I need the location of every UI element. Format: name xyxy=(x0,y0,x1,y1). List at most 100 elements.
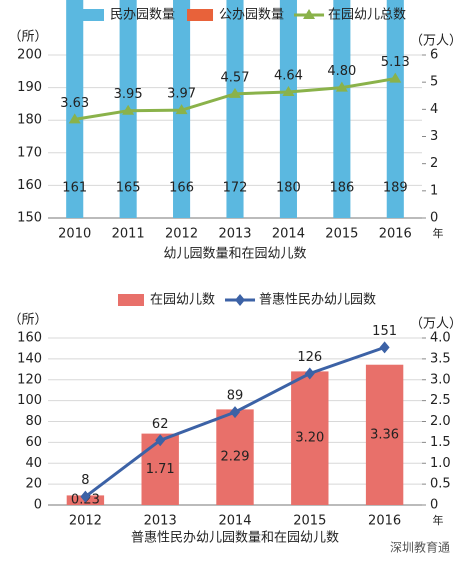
data-label: 3.97 xyxy=(167,87,196,102)
y2-tick-label: 2.5 xyxy=(430,393,451,408)
x-unit: 年 xyxy=(433,226,444,240)
x-tick-label: 2012 xyxy=(165,227,198,242)
x-tick-label: 2015 xyxy=(325,227,358,242)
y-tick-label: 170 xyxy=(17,145,42,160)
bar xyxy=(279,0,297,218)
legend-swatch xyxy=(78,9,104,21)
y-tick-label: 0 xyxy=(34,498,42,513)
data-label: 151 xyxy=(372,324,397,339)
y2-tick-label: 1 xyxy=(430,183,438,198)
y2-tick-label: 4 xyxy=(430,102,438,117)
x-tick-label: 2012 xyxy=(69,514,102,529)
bar xyxy=(333,0,351,218)
data-label: 4.64 xyxy=(274,68,303,83)
y2-tick-label: 3 xyxy=(430,129,438,144)
data-label: 3.95 xyxy=(114,87,143,102)
y-tick-label: 140 xyxy=(17,351,42,366)
legend-marker xyxy=(303,9,316,19)
marker xyxy=(230,406,240,419)
legend-label: 公办园数量 xyxy=(219,8,284,23)
bar xyxy=(386,0,404,218)
legend-label: 在园幼儿数 xyxy=(150,293,215,308)
y-axis-label: （所） xyxy=(8,313,47,328)
marker xyxy=(155,434,166,447)
x-tick-label: 2014 xyxy=(272,227,305,242)
marker xyxy=(175,104,188,115)
bar xyxy=(365,364,404,505)
y2-tick-label: 5 xyxy=(430,75,438,90)
x-tick-label: 2013 xyxy=(218,227,251,242)
data-label: 161 xyxy=(62,181,87,196)
marker xyxy=(68,113,81,124)
data-label: 4.80 xyxy=(327,64,356,79)
data-label: 166 xyxy=(169,181,194,196)
y2-tick-label: 1.0 xyxy=(430,456,451,471)
data-label: 4.57 xyxy=(221,70,250,85)
y-tick-label: 40 xyxy=(25,456,42,471)
y-tick-label: 120 xyxy=(17,372,42,387)
data-label: 189 xyxy=(383,181,408,196)
y2-tick-label: 1.5 xyxy=(430,435,451,450)
x-tick-label: 2015 xyxy=(293,514,326,529)
y-tick-label: 160 xyxy=(17,178,42,193)
marker xyxy=(335,81,348,92)
y2-tick-label: 2 xyxy=(430,156,438,171)
legend-label: 民办园数量 xyxy=(110,8,175,23)
bar xyxy=(66,0,84,218)
data-label: 126 xyxy=(297,350,322,365)
data-label: 2.29 xyxy=(221,450,250,465)
marker xyxy=(304,367,315,380)
data-label: 165 xyxy=(116,181,141,196)
data-label: 8 xyxy=(81,473,89,488)
x-tick-label: 2016 xyxy=(368,514,401,529)
y2-tick-label: 3.0 xyxy=(430,372,451,387)
y-tick-label: 80 xyxy=(25,414,42,429)
x-tick-label: 2013 xyxy=(144,514,177,529)
y2-tick-label: 6 xyxy=(430,48,438,63)
legend-label: 在园幼儿总数 xyxy=(328,8,406,23)
x-unit: 年 xyxy=(433,513,444,527)
y2-axis-label: （万人） xyxy=(410,34,462,49)
chart-title: 幼儿园数量和在园幼儿数 xyxy=(163,247,306,262)
y-tick-label: 190 xyxy=(17,80,42,95)
y2-tick-label: 2.0 xyxy=(430,414,451,429)
marker xyxy=(379,341,390,354)
y-tick-label: 20 xyxy=(25,477,42,492)
y-tick-label: 60 xyxy=(25,435,42,450)
bar xyxy=(216,409,254,505)
marker xyxy=(229,87,241,98)
data-label: 3.36 xyxy=(370,427,399,442)
y-tick-label: 160 xyxy=(17,331,42,346)
y2-tick-label: 0.5 xyxy=(430,477,451,492)
marker xyxy=(122,104,135,115)
x-tick-label: 2014 xyxy=(218,514,251,529)
data-label: 180 xyxy=(276,181,301,196)
data-label: 172 xyxy=(223,181,248,196)
legend-marker xyxy=(235,294,246,306)
x-tick-label: 2016 xyxy=(379,227,412,242)
y-axis-label: （所） xyxy=(8,30,47,45)
legend-swatch xyxy=(118,294,144,306)
marker xyxy=(282,85,295,96)
x-tick-label: 2011 xyxy=(112,227,145,242)
data-label: 89 xyxy=(227,389,244,404)
y2-axis-label: （万人） xyxy=(410,317,462,332)
chart-title: 普惠性民办幼儿园数量和在园幼儿数 xyxy=(131,531,339,546)
data-label: 3.63 xyxy=(60,96,89,111)
watermark: 深圳教育通 xyxy=(390,540,450,555)
bar xyxy=(226,0,244,218)
y-tick-label: 150 xyxy=(17,211,42,226)
y-tick-label: 100 xyxy=(17,393,42,408)
data-label: 62 xyxy=(152,417,169,432)
marker xyxy=(389,72,402,83)
legend-label: 普惠性民办幼儿园数 xyxy=(259,293,376,308)
bar xyxy=(291,371,329,505)
data-label: 3.20 xyxy=(295,431,324,446)
y2-tick-label: 0 xyxy=(430,211,438,226)
y2-tick-label: 3.5 xyxy=(430,351,451,366)
legend-swatch xyxy=(187,9,214,21)
y2-tick-label: 4.0 xyxy=(430,331,451,346)
y-tick-label: 200 xyxy=(17,48,42,63)
data-label: 1.71 xyxy=(146,462,175,477)
